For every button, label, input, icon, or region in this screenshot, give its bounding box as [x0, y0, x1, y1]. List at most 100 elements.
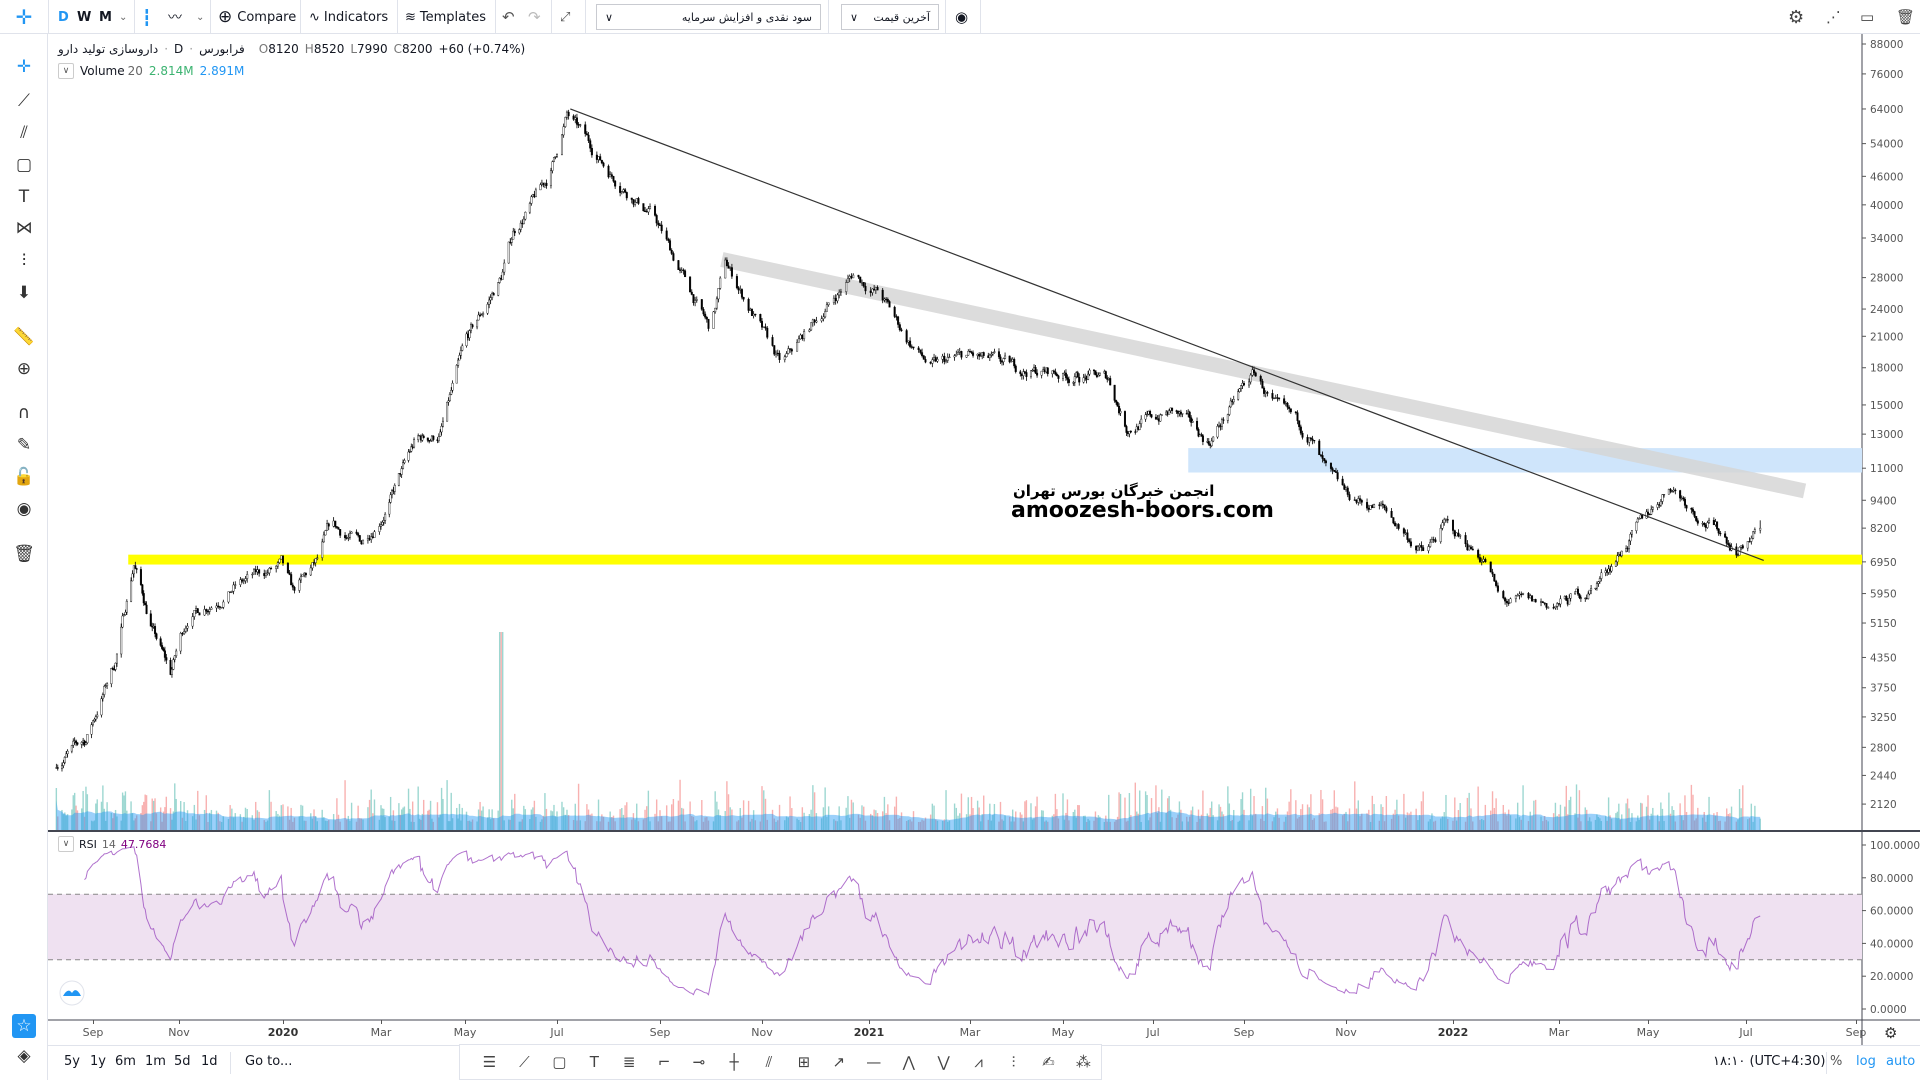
auto-toggle[interactable]: auto — [1886, 1054, 1916, 1069]
zoom-in-icon[interactable]: ⊕ — [16, 359, 32, 379]
range-6m[interactable]: 6m — [115, 1054, 136, 1069]
arrow-down-icon[interactable]: ⬇ — [16, 283, 32, 303]
volume-bar — [957, 815, 959, 830]
range-1y[interactable]: 1y — [90, 1054, 106, 1069]
cross-line-icon[interactable]: ┼ — [729, 1053, 739, 1071]
volume-bar — [1021, 814, 1023, 830]
symbol-name[interactable]: داروسازی تولید دارو — [58, 42, 159, 56]
elliott-wave-icon[interactable]: ⋀ — [902, 1053, 915, 1071]
gear-icon[interactable]: ⚙ — [1788, 6, 1805, 28]
candle — [707, 318, 710, 329]
indicators-button[interactable]: ∿ Indicators — [309, 0, 388, 34]
prediction-icon[interactable]: ⫶ — [21, 251, 27, 271]
undo-icon[interactable]: ↶ — [502, 8, 515, 26]
trend-line-icon[interactable]: ⟋ — [18, 91, 30, 111]
volume-bar — [326, 821, 328, 830]
share-icon[interactable]: ⋰ — [1826, 8, 1841, 26]
candle — [1620, 550, 1623, 557]
timezone-clock[interactable]: ۱۸:۱۰ (UTC+4:30) — [1713, 1054, 1826, 1069]
crosshair-icon[interactable]: ✛ — [15, 5, 33, 29]
candles-icon[interactable]: ┇ — [142, 7, 152, 27]
ruler-icon[interactable]: 📏 — [13, 327, 35, 347]
brush-icon[interactable]: ✍ — [1042, 1053, 1055, 1071]
channel-band — [720, 252, 1807, 499]
layers-icon[interactable]: ◈ — [17, 1046, 31, 1066]
magnet-icon[interactable]: ∩ — [17, 403, 31, 423]
eye-icon[interactable]: ◉ — [16, 499, 32, 519]
rectangle-icon[interactable]: ▢ — [552, 1053, 567, 1071]
candle — [145, 604, 148, 614]
arrow-icon[interactable]: ↗ — [832, 1053, 846, 1071]
candle — [612, 176, 615, 182]
volume-bar — [599, 821, 601, 830]
cursor-icon[interactable]: ✛ — [16, 57, 32, 77]
dividend-adjust-dropdown[interactable]: ∨ سود نقدی و افزایش سرمایه — [596, 4, 821, 30]
rsi-tick-label: 100.0000 — [1870, 840, 1920, 852]
percent-toggle[interactable]: % — [1830, 1054, 1843, 1069]
line-icon[interactable]: ⟋ — [519, 1053, 530, 1071]
date-price-range-icon[interactable]: ⊞ — [797, 1053, 811, 1071]
volume-bar — [1113, 821, 1116, 830]
pattern-icon[interactable]: ⋈ — [15, 218, 33, 238]
text-icon[interactable]: T — [589, 1053, 599, 1071]
candle — [1306, 437, 1309, 443]
xabcd-pattern-icon[interactable]: ⩘ — [974, 1053, 983, 1071]
unlock-icon[interactable]: 🔓 — [13, 467, 35, 487]
templates-button[interactable]: ≋ Templates — [405, 0, 486, 34]
candle — [905, 330, 908, 343]
volume-bar — [631, 819, 633, 830]
volume-bar — [65, 815, 67, 830]
fib-icon[interactable]: ≣ — [622, 1053, 636, 1071]
range-1d[interactable]: 1d — [201, 1054, 218, 1069]
volume-bar — [411, 801, 414, 830]
price-type-dropdown[interactable]: ∨ آخرین قیمت — [841, 4, 939, 30]
abcd-pattern-icon[interactable]: ⋁ — [937, 1053, 950, 1071]
redo-icon[interactable]: ↷ — [528, 8, 541, 26]
trash-icon[interactable]: 🗑 — [1896, 8, 1916, 26]
lock-drawing-icon[interactable]: ✎ — [16, 435, 32, 455]
chevron-down-icon[interactable]: ⌄ — [119, 11, 128, 23]
horizontal-lines-icon[interactable]: ☰ — [482, 1053, 497, 1071]
compare-button[interactable]: ⊕ Compare — [218, 0, 296, 34]
log-toggle[interactable]: log — [1856, 1054, 1876, 1069]
interval-d[interactable]: D — [58, 9, 69, 25]
volume-bar — [876, 813, 879, 830]
eye-icon[interactable]: ◉ — [955, 8, 969, 26]
horizontal-line-icon[interactable]: — — [866, 1053, 882, 1071]
fib-extension-icon[interactable]: ⫶ — [1011, 1053, 1016, 1071]
rectangle-icon[interactable]: ▢ — [15, 155, 33, 175]
candle — [75, 740, 78, 743]
volume-bar — [1097, 815, 1100, 830]
axis-settings-gear-icon[interactable]: ⚙ — [1884, 1024, 1897, 1042]
candle — [1736, 554, 1739, 557]
interval-m[interactable]: M — [99, 9, 112, 25]
parallel-channel-icon[interactable]: ⫽ — [765, 1053, 773, 1071]
range-5d[interactable]: 5d — [174, 1054, 191, 1069]
volume-bar — [1248, 820, 1250, 830]
interval-w[interactable]: W — [77, 9, 92, 25]
chevron-down-icon[interactable]: ⌄ — [196, 11, 205, 23]
text-icon[interactable]: T — [18, 187, 30, 207]
favorites-star-icon[interactable]: ☆ — [12, 1014, 36, 1038]
time-axis[interactable]: Sep Nov 2020 Mar May Jul Sep Nov 2021 Mar May Jul Se… — [48, 1020, 1920, 1045]
line-chart-icon[interactable]: 〰 — [168, 10, 182, 26]
range-5y[interactable]: 5y — [64, 1054, 80, 1069]
fib-tool-icon[interactable]: ⫽ — [20, 123, 28, 143]
trash-icon[interactable]: 🗑 — [13, 544, 35, 564]
candle — [60, 765, 63, 769]
price-tick-label: 76000 — [1870, 69, 1903, 81]
collapse-chevron-icon[interactable]: ∨ — [58, 836, 74, 852]
node-pattern-icon[interactable]: ⁂ — [1075, 1053, 1091, 1071]
range-1m[interactable]: 1m — [145, 1054, 166, 1069]
goto-button[interactable]: Go to... — [245, 1054, 293, 1069]
collapse-chevron-icon[interactable]: ∨ — [58, 63, 74, 79]
snapshot-icon[interactable]: ▭ — [1860, 8, 1875, 26]
price-tick-label: 13000 — [1870, 429, 1903, 441]
callout-icon[interactable]: ⌐ — [657, 1053, 671, 1071]
fullscreen-icon[interactable]: ⤢ — [560, 9, 571, 25]
candle — [1067, 379, 1070, 383]
horizontal-ray-icon[interactable]: ⊸ — [692, 1053, 706, 1071]
candle — [1266, 392, 1269, 394]
candle — [539, 184, 542, 191]
